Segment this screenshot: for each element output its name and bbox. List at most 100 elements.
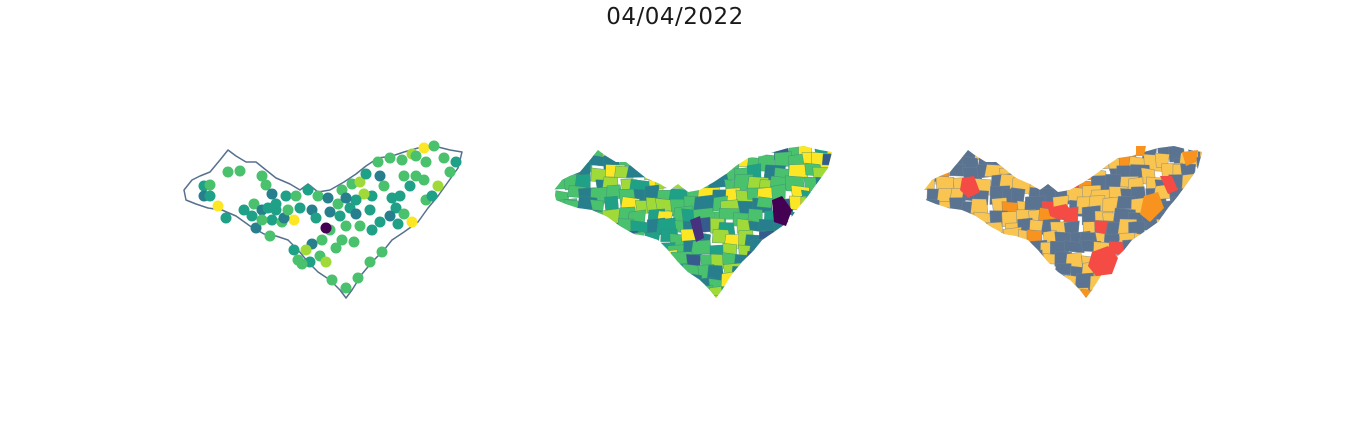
municipality-shape xyxy=(627,284,647,298)
municipality-shape xyxy=(1164,208,1187,227)
municipality-shape xyxy=(1122,238,1141,254)
municipality-shape xyxy=(756,196,774,209)
municipality-shape xyxy=(554,288,572,298)
municipality-shape xyxy=(1195,297,1202,298)
station-point xyxy=(374,216,386,228)
municipality-shape xyxy=(692,146,709,161)
municipality-shape xyxy=(672,154,691,171)
municipality-shape xyxy=(629,231,645,251)
municipality-shape xyxy=(944,211,967,224)
municipality-shape xyxy=(1182,299,1204,312)
municipality-shape xyxy=(592,244,616,259)
municipality-shape xyxy=(1042,296,1064,298)
municipality-shape xyxy=(1174,287,1189,298)
municipality-shape xyxy=(1105,284,1121,298)
municipality-shape xyxy=(817,295,832,298)
municipality-shape xyxy=(1017,164,1035,177)
municipality-shape xyxy=(1029,276,1050,298)
municipality-shape xyxy=(1184,243,1202,259)
municipality-shape xyxy=(720,271,737,289)
municipality-shape xyxy=(605,230,627,246)
municipality-shape xyxy=(554,294,577,298)
municipality-shape xyxy=(581,278,602,293)
municipality-shape xyxy=(944,277,963,291)
municipality-shape xyxy=(1056,146,1079,154)
station-point xyxy=(418,142,430,154)
municipality-shape xyxy=(1140,192,1164,222)
municipality-shape xyxy=(1004,298,1025,316)
municipality-shape xyxy=(736,273,752,292)
station-point xyxy=(364,256,376,268)
station-point xyxy=(358,188,370,200)
municipality-shape xyxy=(617,242,633,255)
stations-points-map xyxy=(183,140,463,299)
municipality-shape xyxy=(811,266,829,280)
station-point xyxy=(222,166,234,178)
municipality-shape xyxy=(580,267,598,282)
municipality-shape xyxy=(1088,154,1110,171)
municipality-shape xyxy=(962,288,982,298)
station-point xyxy=(406,216,418,228)
municipality-shape xyxy=(828,295,832,298)
municipality-shape xyxy=(821,253,832,274)
municipality-shape xyxy=(1028,150,1048,168)
municipality-shape xyxy=(1199,229,1202,247)
municipality-shape xyxy=(556,231,574,248)
station-point xyxy=(410,150,422,162)
municipality-shape xyxy=(746,265,762,281)
municipality-shape xyxy=(554,264,572,279)
municipality-shape xyxy=(645,251,666,266)
municipality-shape xyxy=(964,233,982,249)
municipality-shape xyxy=(1102,272,1123,293)
municipality-shape xyxy=(646,266,668,282)
municipality-shape xyxy=(1037,284,1057,298)
municipality-shape xyxy=(824,188,832,207)
municipality-shape xyxy=(764,254,787,272)
municipality-shape xyxy=(949,285,965,298)
municipality-shape xyxy=(601,270,621,291)
municipality-shape xyxy=(1001,146,1020,153)
municipality-shape xyxy=(1159,228,1181,247)
municipality-shape xyxy=(1181,254,1202,269)
municipality-shape xyxy=(799,229,821,242)
municipality-shape xyxy=(825,285,832,298)
municipality-shape xyxy=(937,242,955,262)
station-point xyxy=(320,256,332,268)
state-outline xyxy=(183,145,463,299)
municipality-shape xyxy=(633,277,652,296)
municipality-shape xyxy=(554,190,570,208)
municipality-shape xyxy=(1015,153,1038,168)
station-point xyxy=(390,202,402,214)
municipality-shape xyxy=(1026,265,1047,278)
municipality-shape xyxy=(657,289,675,298)
municipality-shape xyxy=(554,146,569,158)
station-point xyxy=(330,242,342,254)
station-point xyxy=(352,272,364,284)
municipality-shape xyxy=(1160,242,1175,260)
municipality-shape xyxy=(1012,285,1032,298)
municipality-shape xyxy=(1051,300,1067,312)
municipality-shape xyxy=(1174,255,1192,272)
municipality-shape xyxy=(974,296,996,298)
municipality-shape xyxy=(925,242,946,259)
municipality-shape xyxy=(824,276,832,292)
municipality-shape xyxy=(654,298,671,313)
station-point xyxy=(204,190,216,202)
municipality-shape xyxy=(721,286,740,298)
municipality-shape xyxy=(927,208,951,224)
municipality-shape xyxy=(961,240,976,259)
municipality-shape xyxy=(748,238,770,257)
municipality-shape xyxy=(747,146,765,158)
municipality-shape xyxy=(1197,167,1202,181)
municipality-shape xyxy=(771,278,789,294)
municipality-shape xyxy=(924,175,936,190)
station-point xyxy=(418,174,430,186)
station-point xyxy=(360,168,372,180)
station-point xyxy=(396,154,408,166)
municipality-shape xyxy=(1011,274,1032,293)
municipality-shape xyxy=(668,297,689,298)
municipality-shape xyxy=(1068,154,1089,170)
municipality-shape xyxy=(1119,265,1136,284)
municipality-shape xyxy=(588,286,607,298)
municipality-shape xyxy=(731,266,752,280)
